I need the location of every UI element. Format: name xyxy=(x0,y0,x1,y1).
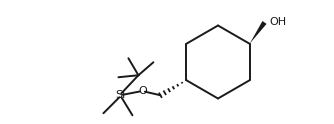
Polygon shape xyxy=(249,21,267,44)
Text: O: O xyxy=(138,86,147,96)
Text: Si: Si xyxy=(115,90,126,100)
Text: OH: OH xyxy=(270,17,287,27)
